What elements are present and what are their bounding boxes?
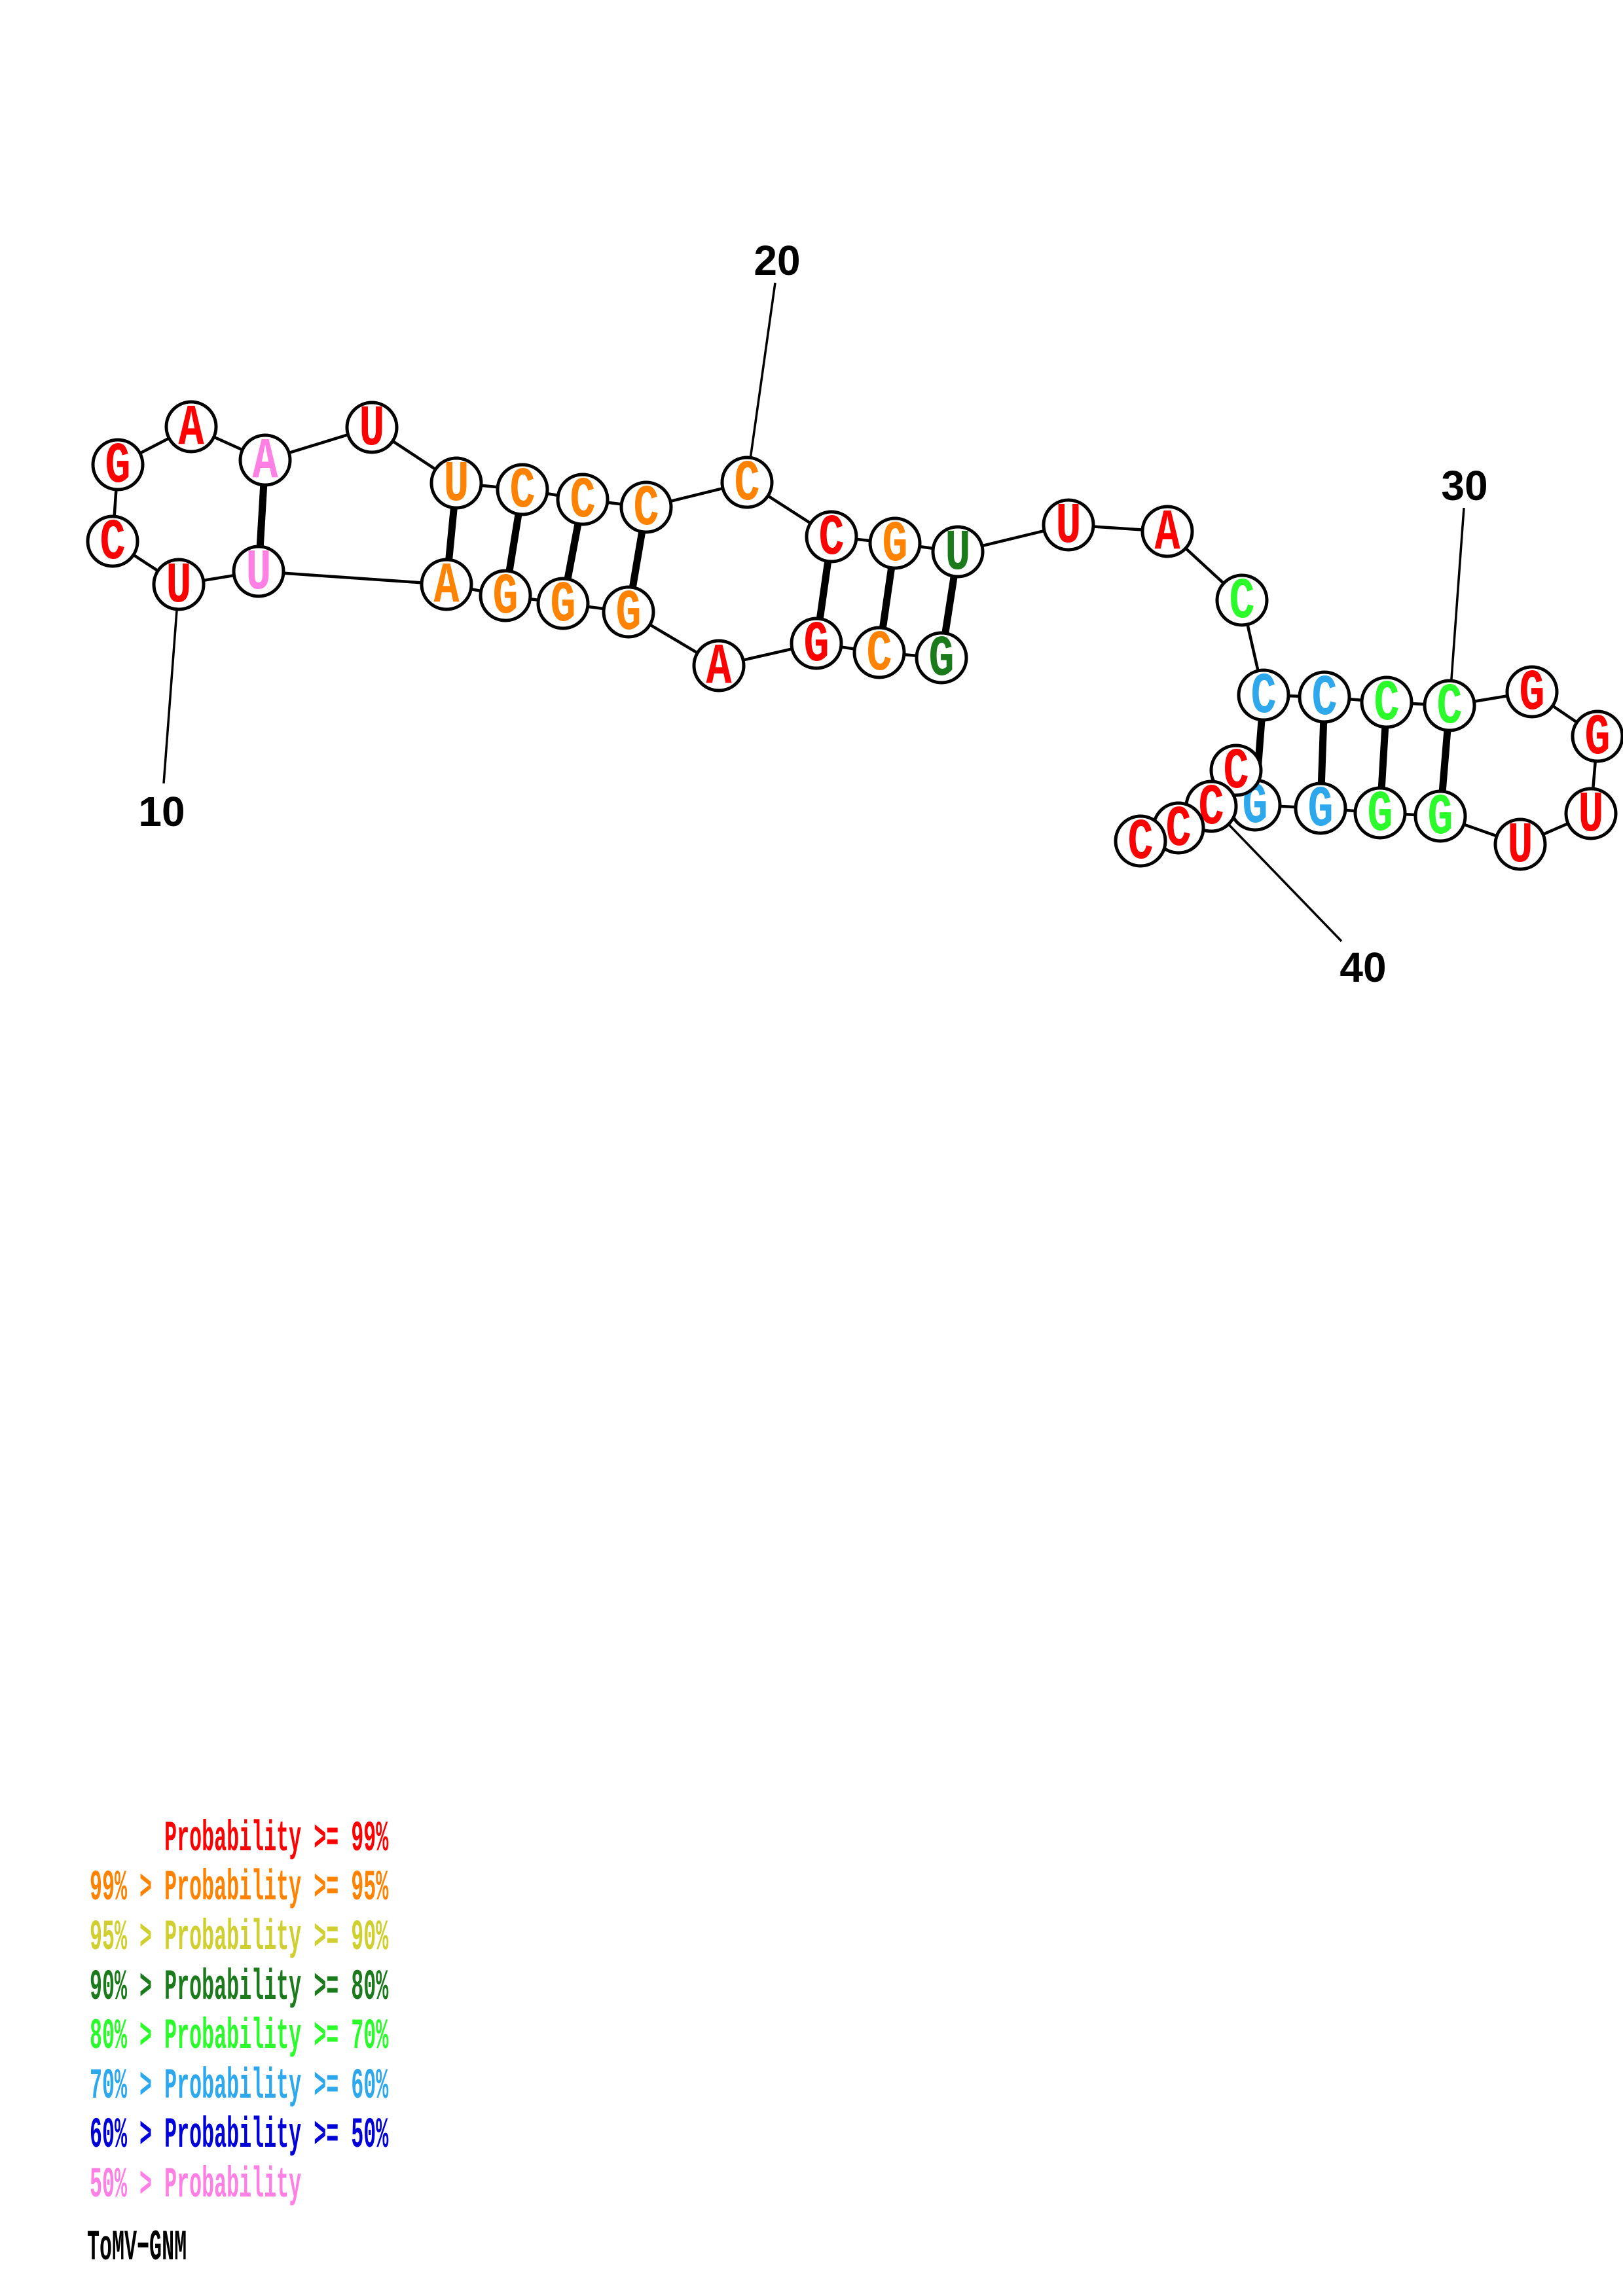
- nucleotide-circle: [1423, 679, 1476, 732]
- nucleotide-circle: [790, 617, 843, 670]
- base-letter: U: [359, 397, 384, 462]
- nucleotide-circle: [1493, 817, 1547, 871]
- base-letter: G: [615, 582, 641, 647]
- base-letter: G: [1367, 783, 1393, 848]
- nucleotide-circle: [1140, 505, 1194, 558]
- base-letter: G: [1584, 706, 1610, 771]
- label-pointer-line: [1448, 507, 1465, 706]
- legend-line-p50: 60% > Probability >= 50%: [90, 2111, 389, 2160]
- legend-line-p80: 90% > Probability >= 80%: [90, 1963, 389, 2012]
- nucleotide-circle: [1353, 786, 1407, 840]
- nucleotide-circle: [556, 473, 610, 526]
- nucleotide-circle: [1564, 787, 1618, 840]
- figure-title: ToMV−GNM: [87, 2223, 187, 2272]
- position-label-10: 10: [138, 788, 185, 835]
- base-letter: C: [1311, 667, 1337, 732]
- base-letter: A: [178, 397, 204, 461]
- nucleotide-circle: [805, 510, 858, 564]
- base-letter: A: [1154, 501, 1180, 566]
- base-letter: U: [1578, 783, 1603, 848]
- nucleotide-circle: [1042, 498, 1095, 552]
- nucleotide-circle: [915, 631, 968, 685]
- nucleotide-circle: [720, 456, 774, 509]
- base-letter: C: [1436, 675, 1462, 740]
- nucleotide-circle: [238, 433, 292, 487]
- base-letter: C: [1250, 665, 1276, 730]
- base-letter: C: [100, 511, 125, 576]
- nucleotide-circle: [868, 516, 922, 570]
- nucleotide-circle: [1114, 814, 1167, 868]
- legend-line-p60: 70% > Probability >= 60%: [90, 2062, 389, 2111]
- nucleotide-circle: [1298, 670, 1351, 724]
- position-label-40: 40: [1340, 944, 1387, 991]
- base-letter: C: [633, 477, 659, 542]
- nucleotide-circle: [619, 480, 673, 534]
- base-letter: C: [866, 622, 892, 687]
- nucleotide-circle: [91, 438, 145, 492]
- base-letter: G: [882, 513, 907, 578]
- base-letter: C: [1127, 811, 1153, 876]
- base-letter: C: [1229, 570, 1254, 635]
- nucleotide-circle: [420, 558, 473, 611]
- nucleotide-circle: [1209, 744, 1263, 797]
- base-letter: G: [550, 573, 575, 638]
- nucleotide-circle: [536, 577, 590, 630]
- nucleotide-circle: [345, 401, 399, 454]
- nucleotide-circle: [496, 463, 549, 516]
- nucleotide-circle: [1571, 709, 1623, 763]
- base-letter: C: [570, 469, 595, 534]
- base-letter: C: [1374, 672, 1399, 737]
- base-letter: U: [443, 453, 469, 518]
- base-letter: C: [1165, 798, 1191, 863]
- label-pointer-line: [746, 282, 776, 483]
- nucleotide-circle: [931, 525, 985, 579]
- base-letter: U: [166, 554, 191, 619]
- legend-line-p70: 80% > Probability >= 70%: [90, 2012, 389, 2061]
- nucleotide-circle: [1360, 675, 1413, 729]
- base-letter: U: [945, 522, 970, 586]
- base-letter: G: [492, 565, 518, 630]
- nucleotide-circle: [852, 626, 906, 679]
- nucleotide-circle: [152, 558, 206, 611]
- nucleotide-circle: [232, 545, 285, 598]
- nucleotide-circle: [1215, 573, 1269, 627]
- base-letter: G: [928, 628, 954, 692]
- nucleotide-circle: [692, 639, 746, 692]
- base-letter: C: [818, 507, 844, 571]
- base-letter: C: [734, 452, 759, 517]
- nucleotide-circle: [429, 456, 483, 510]
- position-label-30: 30: [1441, 462, 1488, 509]
- nucleotide-circle: [1505, 665, 1559, 719]
- nucleotide-circle: [1294, 781, 1347, 835]
- nucleotide-circle: [479, 569, 532, 622]
- base-letter: G: [1427, 786, 1453, 851]
- legend-line-p90: 95% > Probability >= 90%: [90, 1913, 389, 1962]
- nucleotide-circle: [1237, 668, 1290, 722]
- base-letter: U: [246, 541, 271, 606]
- base-letter: G: [1307, 778, 1333, 843]
- base-letter: A: [252, 430, 278, 495]
- position-label-20: 20: [754, 237, 801, 284]
- base-letter: U: [1055, 495, 1081, 560]
- nucleotide-circle: [86, 514, 139, 568]
- base-letter: G: [803, 613, 829, 678]
- base-letter: U: [1507, 814, 1533, 879]
- base-letter: A: [433, 554, 460, 619]
- base-letter: G: [105, 435, 130, 499]
- base-letter: G: [1519, 662, 1544, 726]
- legend-line-p95: 99% > Probability >= 95%: [90, 1863, 389, 1912]
- legend-line-below50: 50% > Probability: [90, 2161, 302, 2210]
- label-pointer-line: [162, 584, 180, 784]
- base-letter: A: [706, 636, 732, 700]
- nucleotide-circle: [602, 585, 655, 639]
- nucleotide-circle: [164, 400, 218, 454]
- nucleotide-circle: [1413, 789, 1467, 843]
- legend-line-p99: Probability >= 99%: [90, 1814, 389, 1863]
- label-pointer-line: [1210, 805, 1343, 942]
- base-letter: C: [509, 459, 535, 524]
- backbone-line: [258, 569, 447, 586]
